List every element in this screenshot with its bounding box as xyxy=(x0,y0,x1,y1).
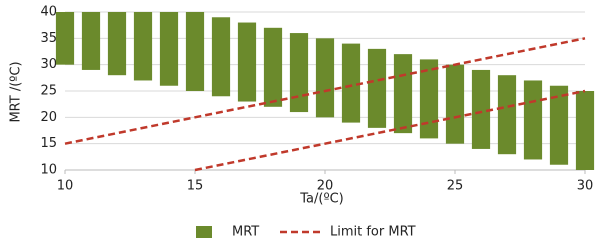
range-bar xyxy=(315,38,335,118)
range-bar xyxy=(497,75,517,155)
range-bar xyxy=(549,85,569,165)
y-tick-label: 10 xyxy=(40,163,57,178)
legend-swatch xyxy=(196,226,212,238)
range-bar xyxy=(419,59,439,139)
x-tick-label: 25 xyxy=(447,179,464,194)
range-bar xyxy=(107,12,127,76)
x-tick-label: 10 xyxy=(57,179,74,194)
x-axis-label: Ta/(ºC) xyxy=(299,192,343,207)
range-bar xyxy=(211,17,231,97)
range-bar xyxy=(133,12,153,81)
range-bar xyxy=(393,54,413,134)
range-bar xyxy=(185,12,205,91)
range-bar xyxy=(159,12,179,86)
x-tick-label: 30 xyxy=(577,179,594,194)
range-bar xyxy=(445,64,465,144)
range-bar xyxy=(81,12,101,70)
y-tick-label: 30 xyxy=(40,57,57,72)
range-bar xyxy=(471,69,491,149)
limit-line xyxy=(194,89,586,172)
range-bar xyxy=(289,33,309,113)
y-tick-label: 35 xyxy=(40,31,57,46)
range-bar xyxy=(55,12,75,65)
y-tick-label: 25 xyxy=(40,84,57,99)
range-bar xyxy=(341,43,361,123)
range-bar xyxy=(575,91,595,170)
y-axis-label: MRT /(ºC) xyxy=(9,61,24,122)
limit-line xyxy=(64,37,586,145)
legend-label: MRT xyxy=(232,225,259,240)
y-tick-label: 15 xyxy=(40,136,57,151)
y-tick-label: 20 xyxy=(40,110,57,125)
legend-label: Limit for MRT xyxy=(330,225,416,240)
range-bar xyxy=(263,27,283,107)
range-bar xyxy=(523,80,543,160)
range-bar xyxy=(237,22,257,102)
x-tick-label: 20 xyxy=(317,179,334,194)
y-tick-label: 40 xyxy=(40,5,57,20)
x-tick-label: 15 xyxy=(187,179,204,194)
range-bar xyxy=(367,48,387,128)
